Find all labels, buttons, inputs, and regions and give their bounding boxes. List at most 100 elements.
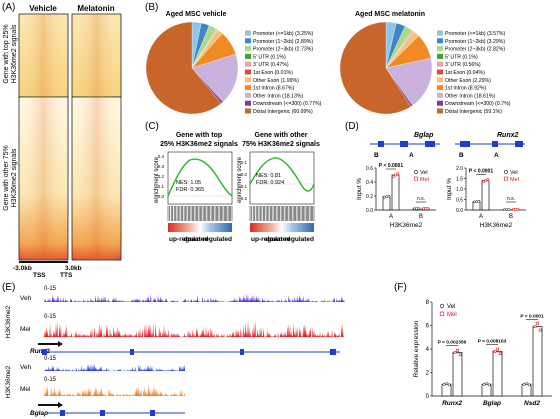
legend-vel: Vel <box>447 304 455 310</box>
gsea1-down-label: down-regulated <box>184 236 232 243</box>
gsea2-ytick-3: -0.1 <box>239 184 247 189</box>
axis-tss-label: TSS <box>33 272 46 279</box>
gsea1-nes: NES: 1.05 <box>176 180 201 186</box>
pie-slice <box>339 21 412 115</box>
runx2-gene-model <box>42 349 340 355</box>
expression-chart: 0 2 4 6 8 Relative expression Runx2 P = 0.00235… <box>413 300 552 407</box>
legend-mel: Mel <box>447 312 457 318</box>
legend-swatch <box>245 100 251 106</box>
track-group2-label: H3K36me2 <box>5 365 12 398</box>
track-veh2-range: 0-15 <box>44 356 57 362</box>
data-point <box>426 207 430 210</box>
gsea1-curve <box>167 158 233 197</box>
pie-slice <box>385 58 433 106</box>
data-point <box>453 351 457 354</box>
y-tick-label: 0.6 <box>366 166 373 172</box>
axis-tts-label: TTS <box>60 272 73 279</box>
track-veh1-name: Veh <box>20 295 32 302</box>
legend-entry: Other Intron (18.13%) <box>253 93 303 99</box>
gene-bglap-title: Bglap <box>414 132 434 139</box>
legend-swatch <box>245 61 251 67</box>
data-point <box>422 207 425 210</box>
y-tick-label: 2.0 <box>456 166 463 172</box>
gene-track-bglap <box>370 141 440 147</box>
data-point <box>415 207 419 210</box>
x-tick-label: Runx2 <box>442 400 462 407</box>
site-a-runx2: A <box>494 152 499 159</box>
legend-entry: Promoter (2~3kb) (2.73%) <box>253 47 313 53</box>
data-point <box>482 382 486 386</box>
gsea-ylabel: enrichment score <box>154 156 160 203</box>
legend-entry: Promoter (<=1kb) (3.57%) <box>445 31 506 37</box>
gsea-plot-other75: Gene with other 75% H3K36me2 signals NES… <box>239 132 320 232</box>
data-point <box>525 382 529 386</box>
pie-legend-vehicle: Promoter (<=1kb) (3.25%) Promoter (1~2kb)… <box>245 30 322 115</box>
heatmap-melatonin <box>71 13 122 261</box>
axis-right-label: 3.0kb <box>65 265 82 272</box>
legend-entry: Distal Intergenic (59.1%) <box>445 109 502 115</box>
gsea1-rank-bar <box>168 223 232 232</box>
data-point <box>514 208 517 211</box>
y-tick-label: 0.2 <box>366 194 373 200</box>
data-point <box>507 208 511 211</box>
gsea2-down-label: down-regulated <box>266 236 314 243</box>
legend-vel: Vel <box>510 170 518 176</box>
track-mel2-name: Mel <box>20 386 31 393</box>
y-tick-label: 0 <box>426 394 430 400</box>
bar <box>452 352 463 397</box>
y-tick-label: 4 <box>426 347 430 353</box>
legend-swatch <box>245 46 251 52</box>
legend-swatch <box>437 46 443 52</box>
x-tick-label: Nsd2 <box>524 400 540 407</box>
legend-swatch <box>245 92 251 98</box>
y-tick-label: 6 <box>426 324 430 330</box>
y-tick-label: 2 <box>426 371 430 377</box>
legend-swatch <box>437 53 443 59</box>
heatmap-row-bottom-line2: H3K36me2 signals <box>11 148 18 207</box>
panel-b-label: (B) <box>145 2 158 13</box>
site-a-bglap: A <box>409 152 414 159</box>
p-value-label: P = 0.008163 <box>478 338 507 344</box>
gsea1-title-line2: 25% H3K36me2 signals <box>160 141 238 148</box>
track-mel1-name: Mel <box>20 326 31 333</box>
legend-swatch <box>245 38 251 44</box>
bar <box>382 196 391 211</box>
y-tick-label: 0.0 <box>366 208 373 214</box>
data-point <box>475 200 479 203</box>
panel-f-label: (F) <box>394 282 407 293</box>
gsea2-title-line2: 75% H3K36me2 signals <box>242 141 320 148</box>
data-point <box>485 382 489 386</box>
y-tick-label: 0.0 <box>456 208 463 214</box>
x-tick-label: A <box>479 214 483 220</box>
data-point <box>512 208 515 211</box>
data-point <box>503 208 506 211</box>
gsea2-ytick-1: 0.1 <box>241 160 248 165</box>
legend-swatch <box>245 85 251 91</box>
data-point <box>447 383 451 387</box>
ns-label: n.s. <box>417 196 425 202</box>
legend-marker-vel <box>439 303 445 309</box>
legend-swatch <box>437 30 443 36</box>
legend-entry: Promoter (1~2kb) (3.29%) <box>445 39 505 45</box>
bglap-gene-label: Bglap <box>30 410 48 417</box>
heatmap-vehicle <box>18 13 69 261</box>
gsea-plot-top25: Gene with top 25% H3K36me2 signals NES: … <box>158 132 238 232</box>
data-point <box>396 172 400 175</box>
gsea1-hit-ticks <box>167 206 233 221</box>
legend-swatch <box>245 30 251 36</box>
legend-marker-mel <box>439 311 445 316</box>
data-point <box>505 208 509 211</box>
track-veh1-range: 0-15 <box>44 286 57 292</box>
data-point <box>456 348 460 352</box>
gene-track-runx2 <box>455 141 525 147</box>
y-tick-label: 0.5 <box>456 197 463 203</box>
x-tick-label: Bglap <box>483 400 501 407</box>
data-point <box>516 208 520 211</box>
legend-swatch <box>437 85 443 91</box>
panel-d-label: (D) <box>345 121 359 132</box>
y-tick-label: 8 <box>426 300 430 306</box>
bglap-gene-model <box>48 410 185 416</box>
legend-swatch <box>245 77 251 83</box>
legend-swatch <box>437 77 443 83</box>
